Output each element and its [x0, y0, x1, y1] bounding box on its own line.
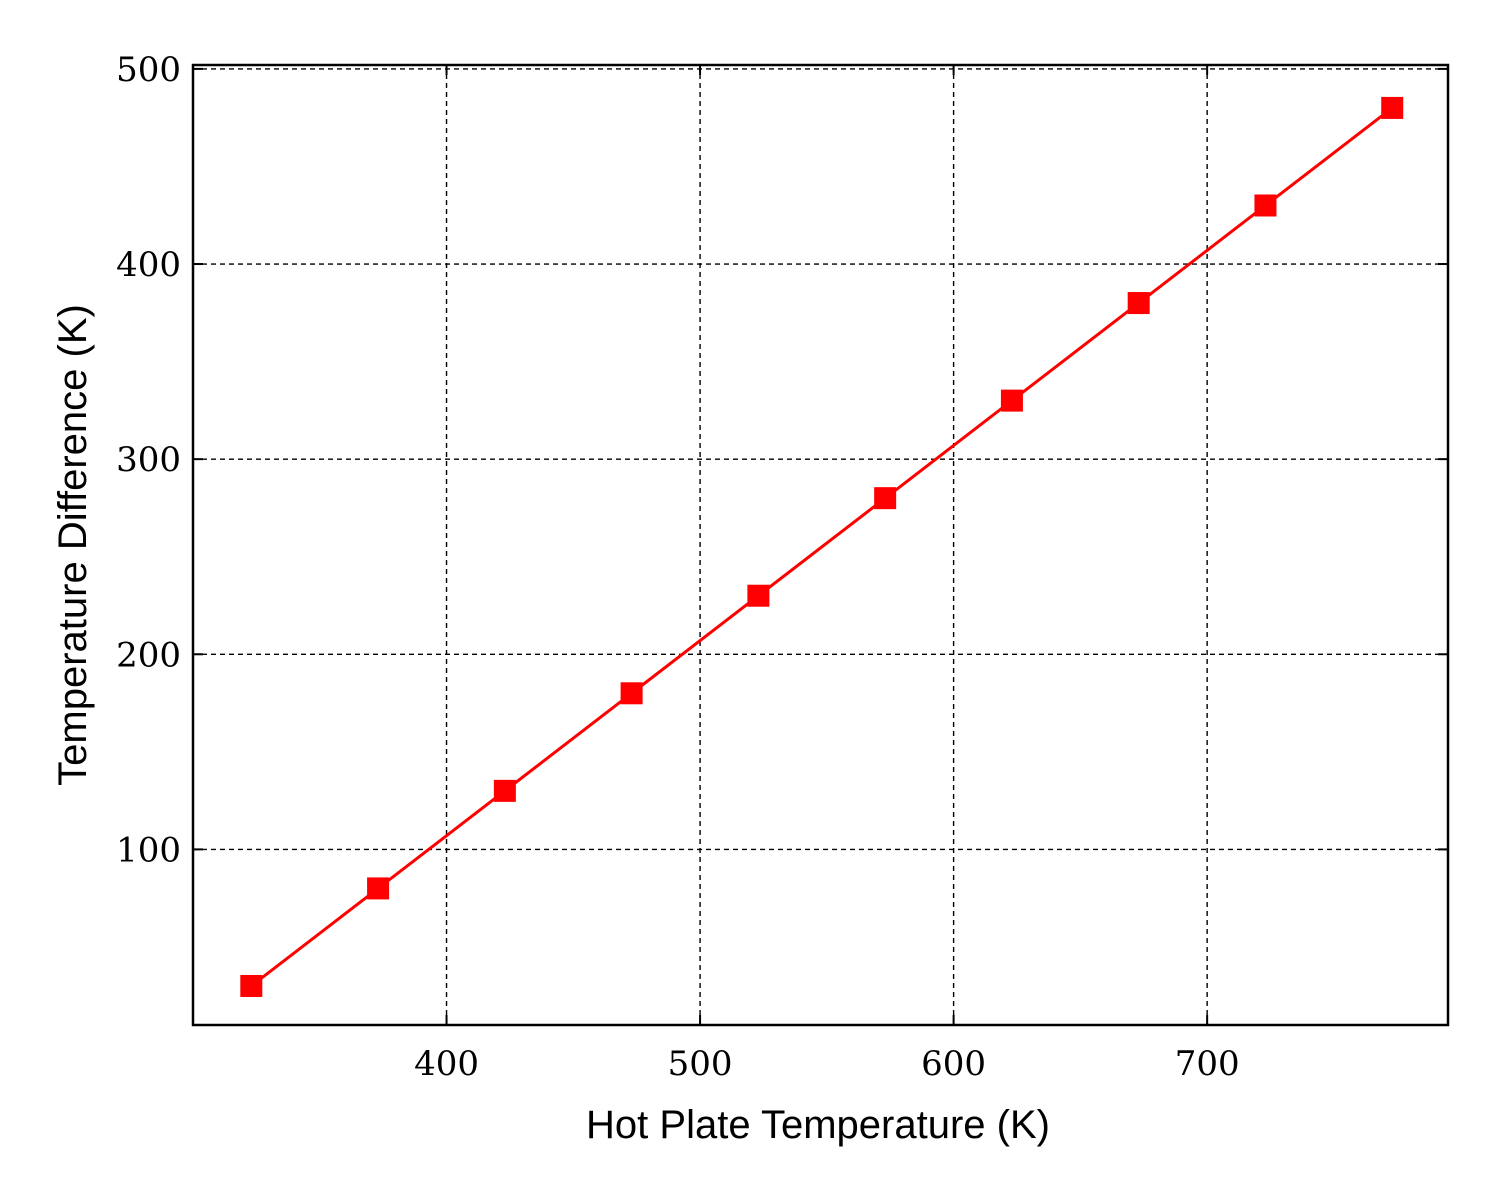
y-tick-label: 300 [116, 440, 181, 480]
data-point-marker [747, 584, 770, 607]
data-point-marker [367, 877, 390, 900]
data-point-marker [1381, 96, 1404, 119]
ticks: 400 500 600 700 100 200 300 400 500 [116, 50, 1448, 1084]
data-point-marker [493, 779, 516, 802]
series-layer [240, 96, 1404, 997]
y-tick-label: 400 [116, 245, 181, 285]
data-point-marker [874, 487, 897, 510]
x-tick-label: 600 [921, 1044, 986, 1084]
y-axis-label: Temperature Difference (K) [51, 304, 95, 786]
data-point-marker [240, 974, 263, 997]
data-point-marker [1000, 389, 1023, 412]
data-point-marker [1254, 194, 1277, 217]
grid [193, 65, 1448, 1025]
plot-frame [191, 63, 1450, 1027]
data-point-marker [1127, 292, 1150, 315]
x-tick-label: 500 [668, 1044, 733, 1084]
x-axis-label: Hot Plate Temperature (K) [586, 1103, 1050, 1147]
y-tick-label: 100 [116, 830, 181, 870]
y-tick-label: 200 [116, 635, 181, 675]
data-point-marker [620, 682, 643, 705]
x-tick-label: 700 [1175, 1044, 1240, 1084]
series-line [250, 106, 1394, 988]
y-tick-label: 500 [116, 50, 181, 90]
x-tick-label: 400 [414, 1044, 479, 1084]
